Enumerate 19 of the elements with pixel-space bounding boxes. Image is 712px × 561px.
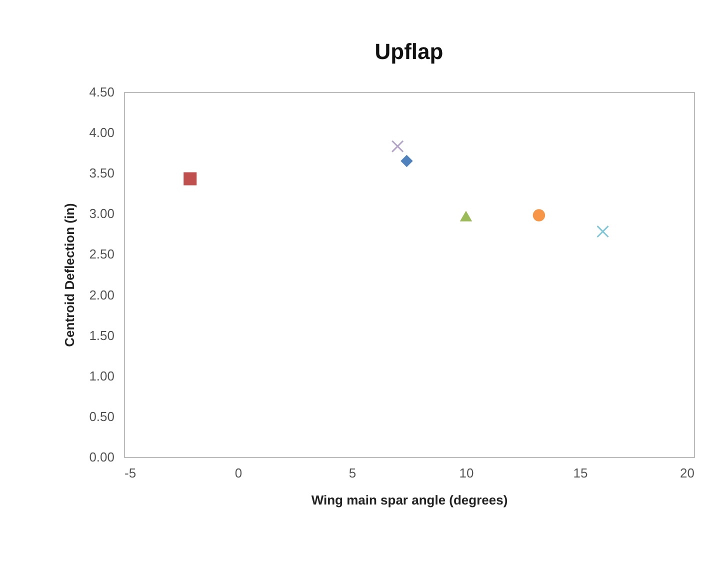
x-axis-title: Wing main spar angle (degrees) — [311, 492, 508, 508]
y-axis-title: Centroid Deflection (in) — [62, 203, 78, 347]
y-tick-label: 4.50 — [89, 84, 114, 100]
y-tick-label: 3.00 — [89, 206, 114, 222]
y-tick-label: 1.00 — [89, 368, 114, 384]
x-tick-label: 5 — [348, 466, 356, 480]
x-tick-label: 0 — [234, 466, 242, 480]
x-tick-label: 10 — [459, 466, 474, 480]
y-tick-label: 0.00 — [89, 450, 114, 464]
y-tick-label: 3.50 — [89, 166, 114, 181]
chart-title: Upflap — [374, 39, 444, 64]
y-tick-label: 4.00 — [89, 125, 114, 140]
y-tick-label: 1.50 — [89, 328, 114, 343]
y-tick-label: 2.50 — [89, 246, 114, 262]
y-tick-label: 0.50 — [89, 408, 114, 424]
x-tick-label: -5 — [124, 466, 136, 480]
y-tick-label: 2.00 — [89, 287, 114, 302]
x-tick-label: 15 — [573, 466, 588, 480]
x-tick-label: 20 — [680, 466, 694, 480]
